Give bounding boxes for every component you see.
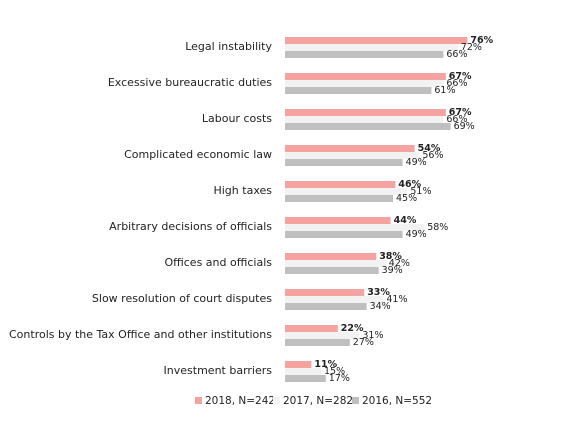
value-label: 44% xyxy=(394,215,417,226)
bar xyxy=(285,37,468,44)
category-label: Legal instability xyxy=(185,40,272,53)
bar xyxy=(285,260,386,267)
category-label: Labour costs xyxy=(202,112,272,125)
value-label: 49% xyxy=(406,157,427,168)
bar xyxy=(285,188,408,195)
value-label: 76% xyxy=(470,35,493,46)
category-label: Offices and officials xyxy=(164,256,272,269)
legend-swatch xyxy=(195,397,202,404)
bar xyxy=(285,231,403,238)
bar xyxy=(285,109,446,116)
category-label: Investment barriers xyxy=(164,364,273,377)
bar xyxy=(285,217,391,224)
bar xyxy=(285,44,458,51)
value-label: 39% xyxy=(382,265,403,276)
bar xyxy=(285,332,360,339)
value-label: 58% xyxy=(427,222,448,233)
value-label: 66% xyxy=(446,114,467,125)
legend-label: 2017, N=282 xyxy=(283,395,353,407)
value-label: 56% xyxy=(422,150,443,161)
value-label: 46% xyxy=(398,179,421,190)
legend-swatch xyxy=(273,397,280,404)
bar xyxy=(285,123,451,130)
category-label: High taxes xyxy=(213,184,272,197)
value-label: 69% xyxy=(454,121,475,132)
value-label: 38% xyxy=(379,251,402,262)
category-label: Complicated economic law xyxy=(124,148,272,161)
value-label: 17% xyxy=(329,373,350,384)
value-label: 41% xyxy=(386,294,407,305)
value-label: 33% xyxy=(367,287,390,298)
bar xyxy=(285,375,326,382)
bar xyxy=(285,325,338,332)
bar xyxy=(285,145,415,152)
bar xyxy=(285,73,446,80)
bar xyxy=(285,289,365,296)
value-label: 67% xyxy=(449,107,472,118)
bar xyxy=(285,224,425,231)
bar xyxy=(285,361,312,368)
value-label: 27% xyxy=(353,337,374,348)
value-label: 45% xyxy=(396,193,417,204)
bar xyxy=(285,116,444,123)
bar xyxy=(285,368,321,375)
value-label: 49% xyxy=(406,229,427,240)
category-label: Excessive bureaucratic duties xyxy=(108,76,272,89)
value-label: 15% xyxy=(324,366,345,377)
value-label: 31% xyxy=(362,330,383,341)
bar xyxy=(285,267,379,274)
bar xyxy=(285,296,384,303)
value-label: 66% xyxy=(446,49,467,60)
bar xyxy=(285,253,377,260)
category-label: Slow resolution of court disputes xyxy=(92,292,272,305)
value-label: 61% xyxy=(434,85,455,96)
bar xyxy=(285,181,396,188)
bar xyxy=(285,195,393,202)
value-label: 51% xyxy=(410,186,431,197)
bar xyxy=(285,80,444,87)
value-label: 72% xyxy=(461,42,482,53)
value-label: 67% xyxy=(449,71,472,82)
bar xyxy=(285,152,420,159)
bar xyxy=(285,159,403,166)
value-label: 34% xyxy=(370,301,391,312)
value-label: 66% xyxy=(446,78,467,89)
value-label: 22% xyxy=(341,323,364,334)
legend-swatch xyxy=(352,397,359,404)
category-label: Arbitrary decisions of officials xyxy=(109,220,272,233)
bar xyxy=(285,339,350,346)
bar xyxy=(285,51,444,58)
bar xyxy=(285,303,367,310)
value-label: 42% xyxy=(389,258,410,269)
legend-label: 2018, N=242 xyxy=(205,395,275,407)
value-label: 54% xyxy=(418,143,441,154)
category-label: Controls by the Tax Office and other ins… xyxy=(9,328,272,341)
value-label: 11% xyxy=(314,359,337,370)
bar xyxy=(285,87,432,94)
legend-label: 2016, N=552 xyxy=(362,395,432,407)
